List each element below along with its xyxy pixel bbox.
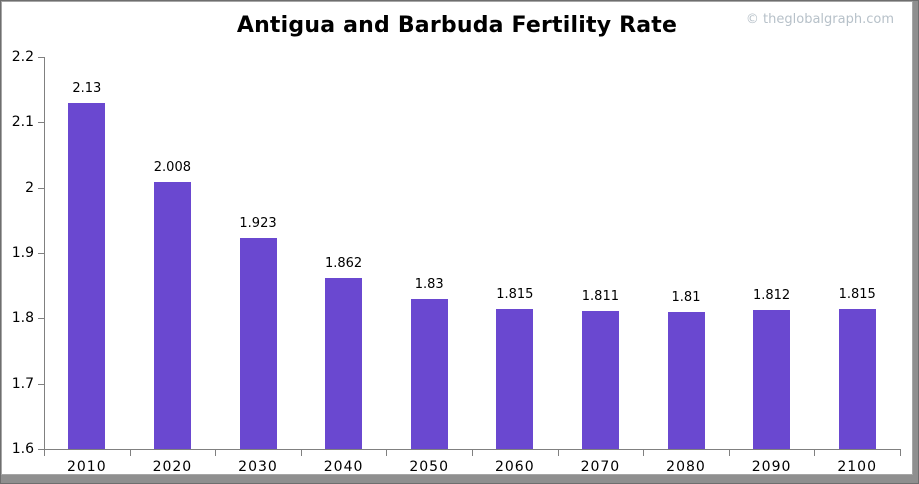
- y-tick-label: 1.9: [11, 245, 34, 261]
- x-tick-label: 2070: [580, 459, 621, 475]
- bar: [68, 102, 106, 449]
- x-axis-tick: [472, 450, 473, 456]
- x-axis-tick: [215, 450, 217, 456]
- y-tick-label: 2: [25, 179, 34, 196]
- plot-area: 1.6 1.7 1.8 1.9 2 2.1 2.2 2.13 2010 2.008 2020 1.92…: [2, 2, 912, 474]
- y-axis-line: [44, 57, 45, 449]
- x-tick-label: 2090: [751, 459, 792, 475]
- y-axis-tick: [38, 253, 44, 254]
- watermark-text: © theglobalgraph.com: [745, 12, 894, 27]
- bar-value-label: 1.815: [838, 286, 876, 302]
- bar-value-label: 2.008: [153, 160, 191, 176]
- bar: [496, 308, 534, 449]
- bar-value-label: 1.81: [671, 289, 701, 305]
- bar-value-label: 1.923: [239, 215, 277, 231]
- bar: [325, 277, 363, 449]
- x-axis-tick: [386, 450, 388, 456]
- bar-value-label: 1.862: [324, 255, 363, 271]
- x-tick-label: 2020: [152, 459, 193, 475]
- x-tick-label: 2100: [837, 459, 877, 475]
- bar: [753, 310, 791, 449]
- bar: [239, 237, 277, 449]
- y-axis-tick: [38, 57, 44, 58]
- y-tick-label: 2.1: [11, 114, 34, 131]
- x-axis-tick: [728, 450, 730, 456]
- y-tick-label: 2.2: [11, 49, 34, 65]
- x-tick-label: 2060: [494, 459, 535, 475]
- x-axis-tick: [643, 450, 645, 456]
- bar: [410, 298, 448, 449]
- bar: [581, 311, 619, 449]
- y-tick-label: 1.6: [11, 441, 34, 457]
- bar-value-label: 1.83: [414, 276, 444, 292]
- x-tick-label: 2010: [66, 459, 107, 475]
- bar: [153, 182, 191, 449]
- y-axis-tick: [38, 383, 44, 385]
- bar-value-label: 1.815: [496, 286, 534, 302]
- chart-canvas: Antigua and Barbuda Fertility Rate © the…: [1, 1, 913, 475]
- y-axis-tick: [38, 122, 44, 124]
- x-axis-line: [44, 449, 901, 450]
- bar: [838, 308, 876, 449]
- x-axis-tick: [44, 450, 45, 456]
- y-axis-tick: [38, 318, 44, 320]
- bar-value-label: 1.812: [752, 288, 791, 304]
- x-tick-label: 2080: [666, 459, 706, 475]
- bar-value-label: 2.13: [72, 80, 102, 96]
- chart-title: Antigua and Barbuda Fertility Rate: [236, 13, 678, 38]
- bar: [667, 311, 705, 449]
- x-tick-label: 2050: [409, 459, 449, 475]
- x-tick-label: 2040: [323, 459, 364, 475]
- x-axis-tick: [900, 450, 901, 456]
- y-axis-tick: [38, 187, 44, 189]
- x-axis-tick: [557, 450, 559, 456]
- y-tick-label: 1.7: [11, 375, 34, 392]
- x-axis-tick: [300, 450, 302, 456]
- y-axis-tick: [38, 449, 44, 450]
- x-axis-tick: [814, 450, 816, 456]
- x-axis-tick: [129, 450, 131, 456]
- y-tick-label: 1.8: [11, 310, 34, 327]
- x-tick-label: 2030: [238, 459, 278, 475]
- bar-value-label: 1.811: [581, 289, 619, 305]
